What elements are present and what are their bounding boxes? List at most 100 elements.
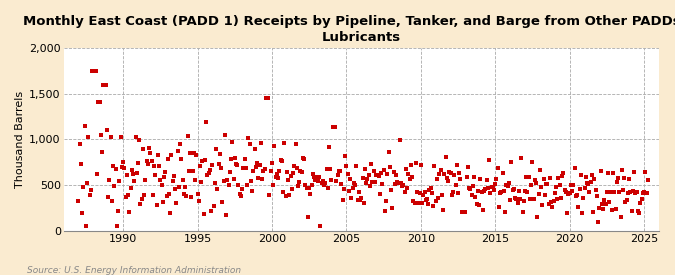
Point	[455, 176, 466, 181]
Point	[234, 192, 245, 196]
Point	[391, 172, 402, 177]
Point	[553, 176, 564, 181]
Point	[92, 172, 103, 176]
Point	[356, 196, 367, 200]
Point	[221, 213, 232, 217]
Point	[76, 161, 86, 166]
Point	[270, 175, 281, 179]
Point	[228, 177, 239, 182]
Point	[207, 163, 218, 168]
Point	[259, 167, 270, 171]
Point	[468, 184, 479, 188]
Point	[267, 161, 277, 165]
Point	[388, 170, 399, 175]
Point	[594, 205, 605, 210]
Point	[570, 194, 581, 198]
Point	[449, 173, 460, 177]
Point	[94, 100, 105, 104]
Point	[215, 152, 225, 156]
Point	[354, 197, 365, 202]
Point	[296, 170, 307, 174]
Point	[460, 209, 471, 214]
Point	[170, 187, 181, 192]
Point	[306, 183, 317, 187]
Point	[155, 177, 166, 182]
Point	[333, 169, 344, 173]
Point	[310, 178, 321, 182]
Point	[591, 194, 602, 198]
Point	[315, 224, 326, 228]
Point	[354, 190, 364, 194]
Point	[246, 179, 256, 183]
Point	[431, 177, 442, 182]
Point	[237, 187, 248, 191]
Point	[506, 160, 517, 164]
Point	[84, 193, 95, 197]
Point	[634, 211, 645, 216]
Point	[518, 199, 529, 204]
Point	[396, 181, 406, 186]
Point	[382, 172, 393, 177]
Point	[290, 142, 301, 147]
Title: Monthly East Coast (PADD 1) Receipts by Pipeline, Tanker, and Barge from Other P: Monthly East Coast (PADD 1) Receipts by …	[22, 15, 675, 44]
Point	[579, 186, 590, 190]
Point	[640, 170, 651, 174]
Point	[471, 202, 482, 207]
Point	[271, 171, 282, 176]
Point	[167, 179, 178, 184]
Point	[125, 185, 136, 190]
Point	[217, 199, 227, 204]
Point	[612, 180, 622, 184]
Point	[95, 133, 106, 137]
Point	[639, 190, 649, 194]
Point	[79, 124, 90, 128]
Point	[119, 166, 130, 170]
Point	[250, 165, 261, 170]
Point	[197, 159, 208, 163]
Point	[609, 189, 620, 194]
Point	[533, 192, 544, 196]
Point	[437, 193, 448, 197]
Point	[258, 169, 269, 173]
Point	[465, 187, 476, 192]
Point	[178, 192, 189, 196]
Point	[422, 197, 433, 202]
Point	[394, 138, 405, 142]
Point	[452, 163, 462, 167]
Point	[453, 191, 464, 195]
Point	[393, 181, 404, 185]
Point	[572, 193, 583, 198]
Point	[198, 212, 209, 216]
Point	[97, 149, 107, 154]
Point	[532, 214, 543, 219]
Point	[88, 68, 99, 73]
Point	[244, 141, 255, 146]
Point	[575, 173, 586, 177]
Point	[387, 206, 398, 210]
Point	[483, 158, 494, 163]
Point	[536, 185, 547, 189]
Point	[549, 191, 560, 196]
Point	[574, 187, 585, 191]
Point	[470, 195, 481, 199]
Point	[277, 158, 288, 163]
Point	[462, 165, 473, 169]
Point	[508, 186, 519, 191]
Point	[223, 183, 234, 187]
Point	[261, 96, 271, 100]
Point	[474, 203, 485, 207]
Point	[524, 197, 535, 202]
Point	[193, 199, 204, 204]
Point	[591, 188, 601, 192]
Point	[369, 169, 379, 173]
Point	[308, 172, 319, 176]
Point	[109, 184, 120, 188]
Point	[238, 165, 249, 170]
Point	[281, 170, 292, 175]
Point	[576, 210, 587, 215]
Point	[516, 156, 526, 160]
Point	[157, 200, 168, 205]
Point	[430, 199, 441, 204]
Point	[400, 167, 411, 171]
Point	[341, 164, 352, 169]
